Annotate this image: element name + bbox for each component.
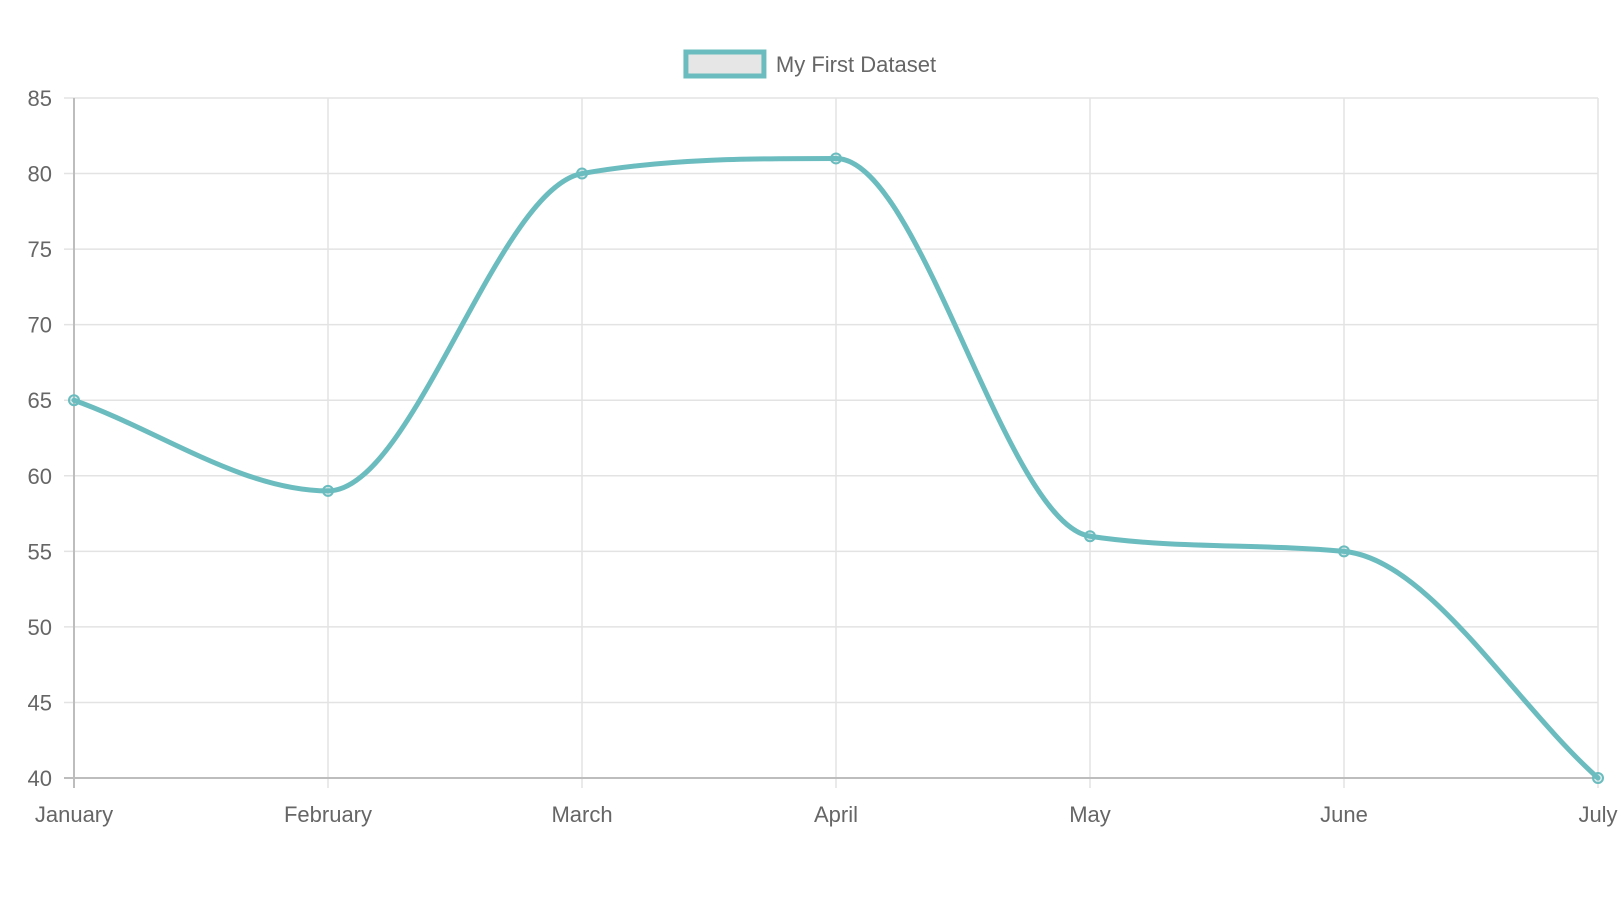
y-tick-label: 45 — [28, 690, 52, 715]
data-point[interactable] — [68, 394, 80, 407]
y-tick-label: 80 — [28, 162, 52, 187]
data-point[interactable] — [1592, 772, 1604, 784]
y-tick-label: 50 — [28, 615, 52, 640]
y-tick-label: 85 — [28, 86, 52, 111]
axes — [64, 98, 1598, 788]
data-points — [68, 152, 1604, 784]
data-point[interactable] — [576, 167, 588, 180]
y-tick-label: 55 — [28, 539, 52, 564]
data-point[interactable] — [1084, 530, 1096, 543]
x-tick-label: April — [814, 802, 858, 827]
y-tick-label: 65 — [28, 388, 52, 413]
series-line — [71, 155, 1601, 781]
data-point[interactable] — [1338, 545, 1350, 558]
legend-label: My First Dataset — [776, 52, 936, 77]
grid-lines — [64, 97, 1599, 788]
x-tick-label: June — [1320, 802, 1368, 827]
y-axis-ticks: 40 45 50 55 60 65 70 75 80 85 — [28, 86, 52, 791]
x-tick-label: January — [35, 802, 113, 827]
data-point[interactable] — [322, 484, 334, 497]
x-tick-label: February — [284, 802, 372, 827]
y-tick-label: 40 — [28, 766, 52, 791]
legend[interactable]: My First Dataset — [683, 49, 936, 79]
legend-swatch[interactable] — [683, 49, 767, 79]
x-tick-label: May — [1069, 802, 1111, 827]
y-tick-label: 75 — [28, 237, 52, 262]
y-tick-label: 60 — [28, 464, 52, 489]
data-point[interactable] — [830, 152, 842, 165]
x-tick-label: July — [1578, 802, 1617, 827]
series-lines — [71, 155, 1601, 781]
x-tick-label: March — [551, 802, 612, 827]
x-axis-ticks: January February March April May June July — [35, 802, 1618, 827]
y-tick-label: 70 — [28, 313, 52, 338]
